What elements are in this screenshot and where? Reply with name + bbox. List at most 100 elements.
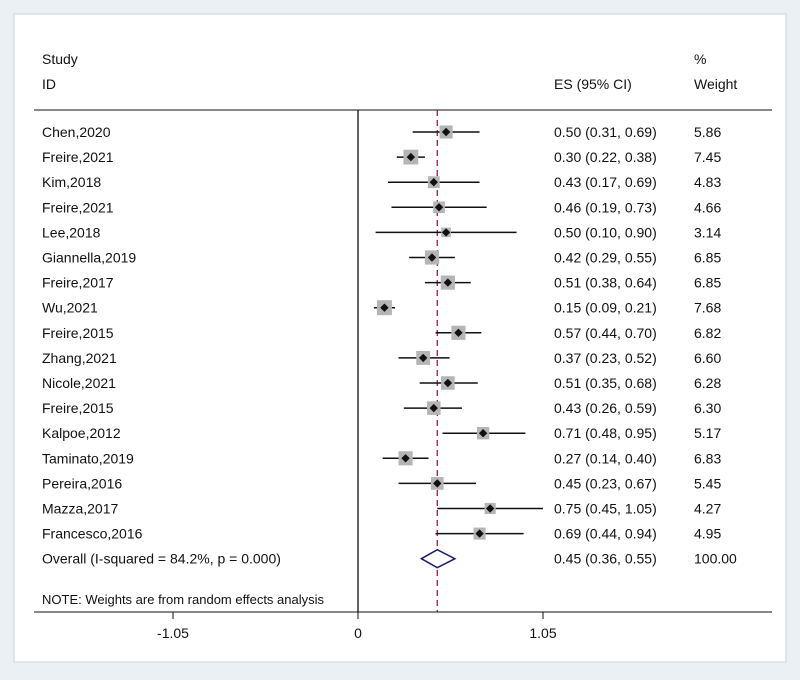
point-estimate xyxy=(380,303,389,312)
study-label: Freire,2021 xyxy=(42,199,114,215)
weight-value: 7.45 xyxy=(694,149,721,165)
weight-value: 6.60 xyxy=(694,350,721,366)
study-row: Giannella,2019 0.42 (0.29, 0.55) 6.85 xyxy=(42,250,721,266)
es-value: 0.51 (0.38, 0.64) xyxy=(554,275,657,291)
study-label: Mazza,2017 xyxy=(42,501,118,517)
note-text: NOTE: Weights are from random effects an… xyxy=(42,592,325,607)
overall-label: Overall (I-squared = 84.2%, p = 0.000) xyxy=(42,551,281,567)
point-estimate xyxy=(441,228,451,237)
es-value: 0.43 (0.17, 0.69) xyxy=(554,174,657,190)
es-value: 0.50 (0.31, 0.69) xyxy=(554,124,657,140)
weight-value: 6.30 xyxy=(694,400,721,416)
study-row: Mazza,2017 0.75 (0.45, 1.05) 4.27 xyxy=(42,501,721,517)
point-estimate xyxy=(406,152,416,162)
weight-value: 4.66 xyxy=(694,199,721,215)
weight-value: 5.86 xyxy=(694,124,721,140)
weight-value: 6.28 xyxy=(694,375,721,391)
weight-value: 7.68 xyxy=(694,300,721,316)
weight-value: 6.85 xyxy=(694,275,721,291)
point-estimate xyxy=(401,454,410,463)
es-value: 0.57 (0.44, 0.70) xyxy=(554,325,657,341)
study-label: Francesco,2016 xyxy=(42,526,143,542)
study-row: Zhang,2021 0.37 (0.23, 0.52) 6.60 xyxy=(42,350,721,366)
study-label: Kalpoe,2012 xyxy=(42,425,121,441)
weight-value: 6.85 xyxy=(694,250,721,266)
point-estimate xyxy=(429,403,438,413)
es-value: 0.75 (0.45, 1.05) xyxy=(554,501,657,517)
study-row: Freire,2021 0.30 (0.22, 0.38) 7.45 xyxy=(42,149,721,165)
study-rows: Chen,2020 0.50 (0.31, 0.69) 5.86 Freire,202… xyxy=(42,124,721,542)
weight-value: 4.27 xyxy=(694,501,721,517)
study-label: Giannella,2019 xyxy=(42,250,136,266)
point-estimate xyxy=(418,353,428,363)
es-value: 0.27 (0.14, 0.40) xyxy=(554,450,657,466)
point-estimate xyxy=(429,178,438,187)
study-label: Pereira,2016 xyxy=(42,475,122,491)
es-value: 0.50 (0.10, 0.90) xyxy=(554,224,657,240)
es-value: 0.43 (0.26, 0.59) xyxy=(554,400,657,416)
study-row: Kim,2018 0.43 (0.17, 0.69) 4.83 xyxy=(42,174,721,190)
reference-lines xyxy=(357,110,438,612)
header-study: Study xyxy=(42,51,78,67)
header-id: ID xyxy=(42,76,56,92)
study-row: Kalpoe,2012 0.71 (0.48, 0.95) 5.17 xyxy=(42,425,721,441)
study-row: Francesco,2016 0.69 (0.44, 0.94) 4.95 xyxy=(42,526,721,542)
study-label: Chen,2020 xyxy=(42,124,111,140)
study-row: Freire,2015 0.43 (0.26, 0.59) 6.30 xyxy=(42,400,721,416)
study-row: Freire,2021 0.46 (0.19, 0.73) 4.66 xyxy=(42,199,721,215)
point-estimate xyxy=(427,253,437,262)
study-row: Chen,2020 0.50 (0.31, 0.69) 5.86 xyxy=(42,124,721,140)
header-weight: Weight xyxy=(694,76,737,92)
study-row: Taminato,2019 0.27 (0.14, 0.40) 6.83 xyxy=(42,450,721,466)
plot-panel xyxy=(13,13,787,663)
weight-value: 4.83 xyxy=(694,174,721,190)
x-tick-label: 1.05 xyxy=(529,625,556,641)
study-label: Wu,2021 xyxy=(42,300,98,316)
study-row: Freire,2017 0.51 (0.38, 0.64) 6.85 xyxy=(42,275,721,291)
study-label: Freire,2015 xyxy=(42,400,114,416)
weight-value: 5.45 xyxy=(694,475,721,491)
point-estimate xyxy=(443,378,453,388)
x-tick-label: 0 xyxy=(354,625,362,641)
study-label: Freire,2021 xyxy=(42,149,114,165)
weight-value: 5.17 xyxy=(694,425,721,441)
study-label: Taminato,2019 xyxy=(42,450,134,466)
point-estimate xyxy=(434,203,444,212)
overall-es-value: 0.45 (0.36, 0.55) xyxy=(554,551,657,567)
es-value: 0.51 (0.35, 0.68) xyxy=(554,375,657,391)
study-label: Nicole,2021 xyxy=(42,375,116,391)
overall-weight-value: 100.00 xyxy=(694,551,737,567)
es-value: 0.42 (0.29, 0.55) xyxy=(554,250,657,266)
weight-value: 6.83 xyxy=(694,450,721,466)
point-estimate xyxy=(485,504,495,513)
es-value: 0.69 (0.44, 0.94) xyxy=(554,526,657,542)
study-label: Kim,2018 xyxy=(42,174,101,190)
weight-value: 4.95 xyxy=(694,526,721,542)
overall-row: Overall (I-squared = 84.2%, p = 0.000) 0.… xyxy=(42,548,737,569)
point-estimate xyxy=(443,278,453,287)
point-estimate xyxy=(441,127,451,137)
es-value: 0.15 (0.09, 0.21) xyxy=(554,300,657,316)
point-estimate xyxy=(478,429,488,438)
header-es: ES (95% CI) xyxy=(554,76,632,92)
es-value: 0.71 (0.48, 0.95) xyxy=(554,425,657,441)
study-row: Nicole,2021 0.51 (0.35, 0.68) 6.28 xyxy=(42,375,721,391)
weight-value: 3.14 xyxy=(694,224,721,240)
study-row: Pereira,2016 0.45 (0.23, 0.67) 5.45 xyxy=(42,475,721,491)
study-row: Freire,2015 0.57 (0.44, 0.70) 6.82 xyxy=(42,325,721,341)
es-value: 0.45 (0.23, 0.67) xyxy=(554,475,657,491)
study-label: Lee,2018 xyxy=(42,224,101,240)
x-tick-label: -1.05 xyxy=(157,625,189,641)
es-value: 0.46 (0.19, 0.73) xyxy=(554,199,657,215)
point-estimate xyxy=(454,328,463,337)
study-label: Zhang,2021 xyxy=(42,350,117,366)
study-label: Freire,2017 xyxy=(42,275,114,291)
weight-value: 6.82 xyxy=(694,325,721,341)
point-estimate xyxy=(433,479,442,488)
study-label: Freire,2015 xyxy=(42,325,114,341)
point-estimate xyxy=(475,529,484,538)
overall-diamond xyxy=(419,548,457,569)
study-row: Lee,2018 0.50 (0.10, 0.90) 3.14 xyxy=(42,224,721,240)
es-value: 0.30 (0.22, 0.38) xyxy=(554,149,657,165)
